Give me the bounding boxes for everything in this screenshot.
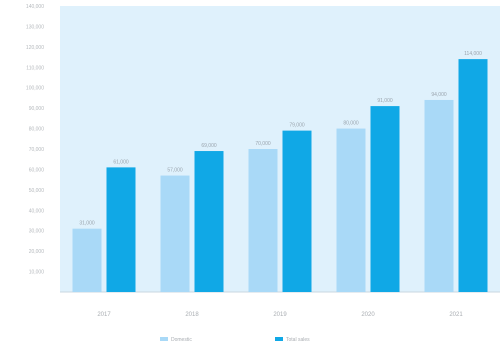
data-label: 69,000 xyxy=(201,143,217,149)
data-label: 91,000 xyxy=(377,98,393,104)
y-tick-label: 70,000 xyxy=(29,147,45,153)
data-label: 70,000 xyxy=(255,141,271,147)
data-label: 79,000 xyxy=(289,123,305,129)
data-label: 80,000 xyxy=(343,121,359,127)
bar-total-sales xyxy=(458,59,488,292)
y-tick-label: 90,000 xyxy=(29,106,45,112)
y-tick-label: 30,000 xyxy=(29,229,45,235)
y-axis: 10,000 20,000 30,000 40,000 50,000 60,000 70,0… xyxy=(26,4,44,276)
legend-label: Total sales xyxy=(286,337,310,343)
y-tick-label: 130,000 xyxy=(26,24,44,30)
bar-domestic xyxy=(248,149,278,292)
y-tick-label: 40,000 xyxy=(29,208,45,214)
legend-swatch xyxy=(275,337,283,341)
bars: 31,000 61,000 57,000 69,000 70,000 79,000 80,0… xyxy=(72,51,488,292)
bar-domestic xyxy=(72,228,102,292)
y-tick-label: 120,000 xyxy=(26,45,44,51)
bar-domestic xyxy=(160,175,190,292)
y-tick-label: 50,000 xyxy=(29,188,45,194)
y-tick-label: 10,000 xyxy=(29,270,45,276)
data-label: 31,000 xyxy=(79,221,95,227)
x-axis: 2017 2018 2019 2020 2021 xyxy=(97,312,463,318)
bar-total-sales xyxy=(370,106,400,292)
y-tick-label: 80,000 xyxy=(29,127,45,133)
y-tick-label: 100,000 xyxy=(26,86,44,92)
data-label: 57,000 xyxy=(167,168,183,174)
y-tick-label: 20,000 xyxy=(29,249,45,255)
y-tick-label: 60,000 xyxy=(29,167,45,173)
data-label: 61,000 xyxy=(113,159,129,165)
y-tick-label: 140,000 xyxy=(26,4,44,10)
x-tick-label: 2018 xyxy=(185,312,199,318)
bar-total-sales xyxy=(282,130,312,292)
bar-total-sales xyxy=(194,151,224,292)
legend-swatch xyxy=(160,337,168,341)
data-label: 114,000 xyxy=(464,51,482,57)
x-tick-label: 2021 xyxy=(449,312,463,318)
x-tick-label: 2020 xyxy=(361,312,375,318)
x-tick-label: 2017 xyxy=(97,312,111,318)
legend: Domestic Total sales xyxy=(160,337,310,343)
y-tick-label: 110,000 xyxy=(26,65,44,71)
legend-label: Domestic xyxy=(171,337,192,343)
bar-total-sales xyxy=(106,167,136,292)
x-tick-label: 2019 xyxy=(273,312,287,318)
data-label: 94,000 xyxy=(431,92,447,98)
bar-domestic xyxy=(424,99,454,292)
bar-domestic xyxy=(336,128,366,292)
